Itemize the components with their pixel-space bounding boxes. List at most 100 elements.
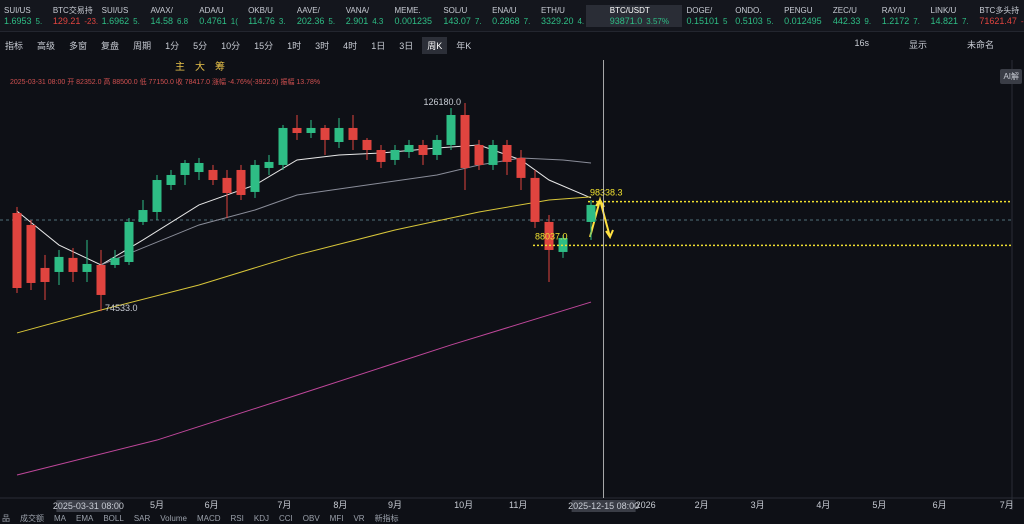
ai-button[interactable]: AI解 <box>1000 69 1022 84</box>
toolbar-button[interactable]: 16s <box>854 38 869 48</box>
candle-body <box>488 144 498 165</box>
indicator-button[interactable]: Volume <box>160 513 187 523</box>
x-tick-label: 7月 <box>1000 500 1014 510</box>
ticker-price: 2.901 <box>345 15 369 26</box>
ticker-price: 1.6962 <box>101 15 130 26</box>
toolbar-button[interactable]: 未命名 <box>966 40 994 50</box>
ticker-item[interactable]: ZEC/U 442.33 9. <box>829 5 878 27</box>
ticker-symbol: LINK/U <box>930 5 957 15</box>
toolbar-button[interactable]: 15分 <box>254 40 274 51</box>
time-label: 2025-12-15 08:00 <box>568 501 639 511</box>
candle-info: 2025-03-31 08:00 开 82352.0 高 88500.0 低 7… <box>10 79 321 86</box>
indicator-button[interactable]: MACD <box>196 513 221 523</box>
indicator-button[interactable]: OBV <box>302 513 320 523</box>
toolbar-button[interactable]: 高级 <box>37 40 56 51</box>
ticker-symbol: ONDO. <box>735 5 762 15</box>
indicator-button[interactable]: VR <box>353 513 365 523</box>
ticker-item[interactable]: AAVE/202.36 5. <box>293 5 342 27</box>
ticker-symbol: AVAX/ <box>150 5 173 15</box>
indicator-button[interactable]: MA <box>54 513 66 523</box>
ticker-item[interactable]: ADA/U 0.4761 1( <box>195 5 244 27</box>
tool-button[interactable]: 主 <box>175 61 185 73</box>
ticker-price: 143.07 <box>443 15 471 26</box>
toolbar-button[interactable]: 年K <box>456 40 472 51</box>
candle-body <box>278 127 288 165</box>
ticker-change: 5. <box>328 16 336 26</box>
ticker-item[interactable]: AVAX/14.58 6.8 <box>146 5 195 27</box>
toolbar-button[interactable]: 3时 <box>315 40 330 51</box>
ticker-item[interactable]: RAY/U 1.2172 7. <box>878 5 927 27</box>
ticker-symbol: SOL/U <box>443 5 468 15</box>
ticker-price: 0.15101 <box>686 15 719 26</box>
ticker-item[interactable]: MEME. 0.001235 <box>391 5 440 27</box>
x-tick-label: 4月 <box>816 500 830 510</box>
ticker-item[interactable]: VANA/2.901 4.3 <box>342 5 391 27</box>
ticker-item[interactable]: BTC交易持 129.21 -23. <box>49 5 98 27</box>
toolbar-button[interactable]: 10分 <box>221 40 241 51</box>
price-annotation: 126180.0 <box>423 97 461 107</box>
toolbar-button[interactable]: 复盘 <box>101 40 120 51</box>
ticker-item[interactable]: DOGE/0.15101 5 <box>682 5 731 27</box>
candle-body <box>194 162 204 173</box>
toolbar-right: 16s 显示 未命名 <box>854 38 994 51</box>
ticker-symbol: BTC交易持 <box>52 5 93 15</box>
ticker-symbol: VANA/ <box>345 5 370 15</box>
ticker-item[interactable]: SOL/U 143.07 7. <box>439 5 488 27</box>
toolbar-button[interactable]: 周K <box>422 36 448 54</box>
indicator-button[interactable]: CCI <box>278 513 293 523</box>
ticker-change: 5. <box>35 16 43 26</box>
toolbar-button[interactable]: 1时 <box>287 40 302 51</box>
indicator-button[interactable]: MFI <box>329 513 344 523</box>
indicator-button[interactable]: RSI <box>230 513 244 523</box>
ticker-item[interactable]: PENGU 0.012495 <box>780 5 829 27</box>
candle-body <box>180 162 190 175</box>
ticker-change: 4. <box>577 16 585 26</box>
indicator-button[interactable]: 新指标 <box>374 513 399 523</box>
ticker-item[interactable]: OKB/U 114.76 3. <box>244 5 293 27</box>
ticker-price: 3329.20 <box>540 15 574 26</box>
toolbar-button[interactable]: 显示 <box>908 40 927 50</box>
indicator-bar: 品成交额 MA EMA BOLL SAR Volume MACD RSI KDJ CCI OBV MF… <box>2 513 1024 523</box>
candle-body <box>26 224 36 283</box>
toolbar-button[interactable]: 4时 <box>343 40 358 51</box>
indicator-button[interactable]: EMA <box>76 513 94 523</box>
ticker-item[interactable]: BTC/USDT 93871.0 3.57% <box>585 4 683 27</box>
ticker-item[interactable]: ENA/U 0.2868 7. <box>488 5 537 27</box>
candle-body <box>250 164 260 192</box>
toolbar-button[interactable]: 多窗 <box>69 40 88 51</box>
indicator-button[interactable]: 成交额 <box>20 513 44 523</box>
candle-body <box>530 177 540 222</box>
candle-body <box>292 127 302 134</box>
tool-button[interactable]: 筹 <box>215 61 225 73</box>
toolbar-button[interactable]: 1日 <box>371 40 386 51</box>
x-tick-label: 6月 <box>205 500 219 510</box>
toolbar-button[interactable]: 1分 <box>165 40 180 51</box>
x-tick-label: 10月 <box>454 500 473 510</box>
ticker-item[interactable]: SUI/US 1.6962 5. <box>98 5 147 27</box>
toolbar-button[interactable]: 3日 <box>399 40 414 51</box>
indicator-button[interactable]: BOLL <box>103 513 124 523</box>
ticker-price: 14.821 <box>930 15 959 26</box>
ticker-symbol: SUI/US <box>4 5 31 15</box>
ticker-item[interactable]: ETH/U 3329.20 4. <box>537 5 586 27</box>
indicator-button[interactable]: SAR <box>133 513 151 523</box>
tool-button[interactable]: 大 <box>195 61 205 73</box>
toolbar-button[interactable]: 5分 <box>193 40 208 51</box>
ticker-symbol: MEME. <box>394 5 421 15</box>
indicator-button[interactable]: 品 <box>2 513 10 523</box>
ticker-price: 129.21 <box>52 15 81 26</box>
ticker-symbol: SUI/US <box>101 5 129 15</box>
ticker-item[interactable]: LINK/U 14.821 7. <box>927 5 976 27</box>
x-tick-label: 6月 <box>933 500 947 510</box>
ticker-item[interactable]: SUI/US 1.6953 5. <box>0 5 49 27</box>
candle-body <box>306 127 316 134</box>
candle-body <box>138 210 148 222</box>
x-tick-label: 2月 <box>695 500 709 510</box>
ticker-item[interactable]: ONDO. 0.5103 5. <box>731 5 780 27</box>
indicator-button[interactable]: KDJ <box>253 513 269 523</box>
ticker-change: 1( <box>230 16 238 26</box>
toolbar-button[interactable]: 指标 <box>5 40 24 51</box>
toolbar-button[interactable]: 周期 <box>133 40 152 51</box>
